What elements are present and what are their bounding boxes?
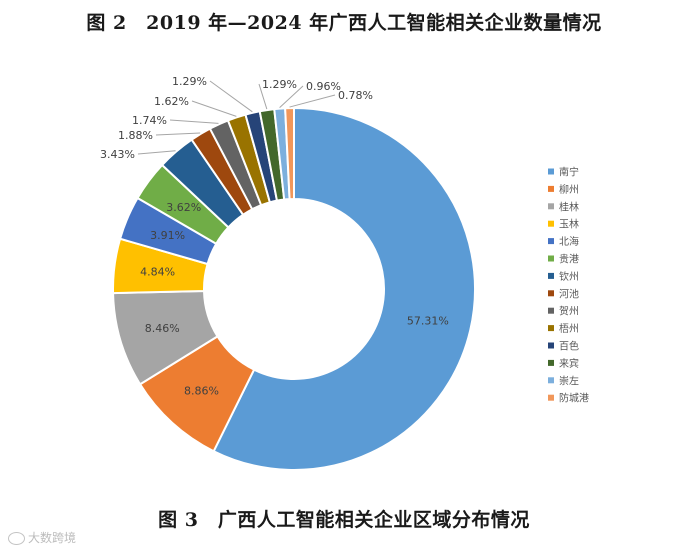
legend-label-6: 贵港	[559, 253, 579, 266]
watermark: 大数跨境	[8, 529, 76, 546]
leader-line-14	[289, 94, 336, 108]
data-label-9: 1.74%	[132, 114, 167, 127]
legend-label-5: 北海	[559, 235, 579, 248]
legend-label-14: 防城港	[559, 392, 589, 405]
figure-caption: 图 3 广西人工智能相关企业区域分布情况	[158, 509, 530, 531]
legend-swatch-1	[548, 168, 554, 175]
data-label-2: 8.86%	[184, 385, 219, 398]
legend-label-13: 崇左	[559, 374, 579, 387]
data-label-5: 3.91%	[150, 229, 185, 242]
data-labels: 57.31% 8.86% 8.46% 4.84% 3.91% 3.62% 3.43% 1.88…	[100, 75, 449, 398]
legend-label-9: 贺州	[559, 306, 579, 318]
top-figure-caption: 图 2 2019 年—2024 年广西人工智能相关企业数量情况	[86, 12, 602, 34]
data-label-4: 4.84%	[140, 265, 175, 278]
data-label-14: 0.78%	[338, 89, 373, 102]
watermark-text: 大数跨境	[28, 531, 77, 545]
data-label-8: 1.88%	[118, 129, 153, 142]
legend-swatch-12	[548, 359, 554, 366]
legend-label-8: 河池	[559, 287, 579, 300]
legend-label-7: 钦州	[559, 271, 579, 283]
data-label-10: 1.62%	[154, 95, 189, 108]
data-label-3: 8.46%	[145, 322, 180, 335]
legend-swatch-9	[548, 307, 554, 314]
legend-label-11: 百色	[559, 340, 579, 353]
legend-label-2: 柳州	[559, 183, 579, 196]
legend-swatch-3	[548, 203, 554, 210]
data-label-1: 57.31%	[407, 314, 449, 327]
legend-swatch-11	[548, 342, 554, 349]
leader-line-11	[209, 80, 253, 113]
data-label-12: 1.29%	[262, 78, 297, 91]
leader-line-9	[169, 119, 219, 124]
leader-line-12	[258, 83, 268, 110]
legend-swatch-7	[548, 272, 554, 279]
leader-line-8	[155, 132, 201, 136]
legend-swatch-14	[548, 394, 554, 401]
legend-swatch-5	[548, 238, 554, 245]
leader-line-10	[191, 100, 237, 117]
legend-label-3: 桂林	[559, 200, 579, 213]
legend-swatch-4	[548, 220, 554, 227]
donut-slice-14	[284, 106, 295, 201]
leader-lines	[137, 80, 336, 155]
legend-swatch-6	[548, 255, 554, 262]
leader-line-13	[279, 85, 304, 108]
legend-label-10: 梧州	[559, 322, 579, 335]
legend-swatch-2	[548, 185, 554, 192]
legend-swatch-10	[548, 325, 554, 332]
leader-line-7	[137, 150, 176, 155]
data-label-13: 0.96%	[306, 80, 341, 93]
legend-label-12: 来宾	[559, 357, 579, 370]
donut-slices	[112, 106, 476, 471]
legend-swatch-13	[548, 377, 554, 384]
data-label-6: 3.62%	[166, 201, 201, 214]
data-label-7: 3.43%	[100, 148, 135, 161]
watermark-logo-icon	[8, 532, 25, 545]
legend-label-1: 南宁	[559, 166, 579, 179]
legend-swatch-8	[548, 290, 554, 297]
data-label-11: 1.29%	[172, 75, 207, 88]
legend-label-4: 玉林	[559, 218, 579, 231]
donut-slice-1	[212, 106, 476, 471]
